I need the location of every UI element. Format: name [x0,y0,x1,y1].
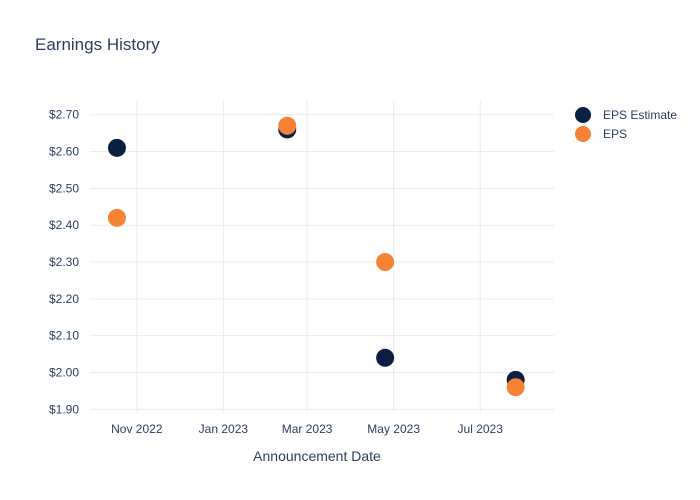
x-tick-label: May 2023 [367,422,420,436]
eps-estimate-point[interactable] [376,348,395,367]
legend-item-eps[interactable]: EPS [575,126,627,142]
x-tick-label: Jan 2023 [199,422,249,436]
eps-point[interactable] [107,208,126,227]
eps-point[interactable] [376,253,395,272]
legend[interactable]: EPS Estimate EPS [575,107,677,142]
y-tick-label: $2.70 [49,108,79,122]
eps-point[interactable] [506,378,525,397]
legend-marker [575,126,591,142]
eps-point[interactable] [278,116,297,135]
legend-marker [575,107,591,123]
y-axis-ticks: $1.90 $2.00 $2.10 $2.20 $2.30 $2.40 $2.50 $2.60… [49,108,79,417]
legend-label: EPS Estimate [603,108,677,122]
eps-estimate-point[interactable] [107,138,126,157]
x-tick-label: Jul 2023 [458,422,504,436]
y-tick-label: $2.20 [49,292,79,306]
y-tick-label: $2.30 [49,255,79,269]
y-tick-label: $1.90 [49,402,79,416]
y-tick-label: $2.60 [49,145,79,159]
y-tick-label: $2.00 [49,365,79,379]
grid-lines [90,100,554,413]
y-tick-label: $2.40 [49,218,79,232]
y-tick-label: $2.50 [49,181,79,195]
x-tick-label: Nov 2022 [111,422,163,436]
x-tick-label: Mar 2023 [282,422,333,436]
x-axis-ticks: Nov 2022 Jan 2023 Mar 2023 May 2023 Jul 2023 [111,422,503,436]
legend-label: EPS [603,127,627,141]
chart-title: Earnings History [35,35,160,54]
y-tick-label: $2.10 [49,329,79,343]
data-points [107,116,525,397]
legend-item-eps-estimate[interactable]: EPS Estimate [575,107,677,123]
x-axis-title: Announcement Date [253,448,381,464]
